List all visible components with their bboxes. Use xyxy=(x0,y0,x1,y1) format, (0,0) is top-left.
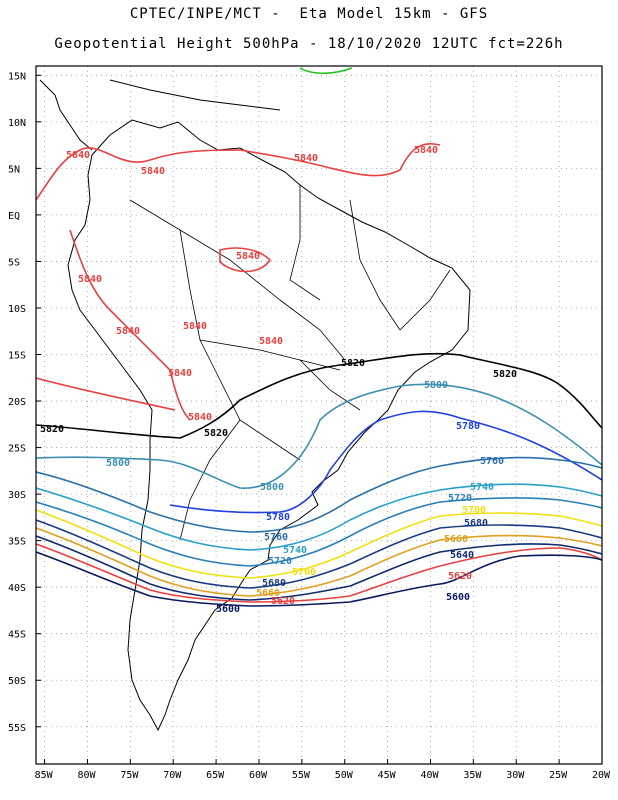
contour-label: 5620 xyxy=(271,596,295,607)
contour-line-5840 xyxy=(69,229,191,421)
contour-label: 5840 xyxy=(414,145,438,156)
contour-label: 5820 xyxy=(341,358,365,369)
contour-line-5820 xyxy=(36,352,602,439)
lat-lon-grid xyxy=(36,66,603,764)
lat-tick-label: 40S xyxy=(8,583,26,594)
contour-label: 5720 xyxy=(268,556,292,567)
contour-line-5840 xyxy=(36,143,441,201)
geopotential-contours xyxy=(36,67,602,607)
lat-tick-label: 5N xyxy=(8,164,20,175)
lon-tick-label: 50W xyxy=(335,770,354,781)
contour-label: 5840 xyxy=(188,412,212,423)
contour-label: 5840 xyxy=(116,326,140,337)
lat-tick-label: 30S xyxy=(8,490,26,501)
contour-labels: 5840 5840 5840 5840 5840 5840 5840 5840 5840 5840… xyxy=(40,145,517,615)
lon-tick-label: 25W xyxy=(549,770,568,781)
contour-label: 5680 xyxy=(262,578,286,589)
country-borders xyxy=(129,185,451,541)
contour-label: 5740 xyxy=(283,545,307,556)
contour-label: 5780 xyxy=(456,421,480,432)
contour-label: 5840 xyxy=(78,274,102,285)
contour-label: 5600 xyxy=(216,604,240,615)
contour-label: 5700 xyxy=(292,567,316,578)
lat-tick-label: 10S xyxy=(8,304,26,315)
contour-line-5800 xyxy=(36,383,602,489)
contour-label: 5700 xyxy=(462,505,486,516)
lat-tick-label: 55S xyxy=(8,723,26,734)
contour-label: 5800 xyxy=(260,482,284,493)
lat-tick-label: 25S xyxy=(8,444,26,455)
contour-label: 5820 xyxy=(493,369,517,380)
lat-tick-label: 20S xyxy=(8,397,26,408)
lon-tick-label: 55W xyxy=(292,770,311,781)
contour-line-5620 xyxy=(36,543,602,603)
lat-tick-label: 35S xyxy=(8,537,26,548)
contour-label: 5800 xyxy=(424,380,448,391)
contour-line-5600 xyxy=(36,551,602,607)
south-america-coastline xyxy=(67,119,471,732)
lon-tick-label: 80W xyxy=(77,770,96,781)
contour-line-5680 xyxy=(36,519,602,589)
contour-label: 5800 xyxy=(106,458,130,469)
contour-label: 5820 xyxy=(40,424,64,435)
contour-line-5720 xyxy=(36,497,602,567)
contour-label: 5660 xyxy=(256,588,280,599)
lon-tick-label: 75W xyxy=(120,770,139,781)
contour-line-5780 xyxy=(169,410,602,514)
contour-label: 5840 xyxy=(66,150,90,161)
contour-label: 5840 xyxy=(183,321,207,332)
contour-label: 5840 xyxy=(236,251,260,262)
green-contour-fragment xyxy=(299,67,353,75)
map-title-line2: Geopotential Height 500hPa - 18/10/2020 … xyxy=(54,36,564,52)
contour-label: 5840 xyxy=(168,368,192,379)
lon-tick-label: 40W xyxy=(420,770,439,781)
contour-line-5660 xyxy=(36,527,602,597)
map-border xyxy=(35,65,603,765)
contour-label: 5780 xyxy=(266,512,290,523)
lat-tick-label: 15N xyxy=(8,71,26,82)
contour-label: 5680 xyxy=(464,518,488,529)
contour-label: 5720 xyxy=(448,493,472,504)
lat-tick-label: 15S xyxy=(8,351,26,362)
contour-label: 5820 xyxy=(204,428,228,439)
contour-label: 5600 xyxy=(446,592,470,603)
lon-tick-label: 30W xyxy=(506,770,525,781)
contour-label: 5760 xyxy=(264,532,288,543)
lon-tick-label: 65W xyxy=(206,770,225,781)
caribbean-coast xyxy=(109,79,281,111)
lon-tick-label: 60W xyxy=(249,770,268,781)
central-america-coast xyxy=(39,79,93,151)
lon-tick-label: 45W xyxy=(378,770,397,781)
lat-tick-label: 50S xyxy=(8,676,26,687)
axis-ticks: 15N 10N 5N EQ 5S 10S 15S 20S 25S 30S 35S 40S 45S 50S 5… xyxy=(8,71,611,781)
contour-line-5640 xyxy=(36,535,602,601)
contour-line-5760 xyxy=(36,456,602,533)
lon-tick-label: 70W xyxy=(163,770,182,781)
lat-tick-label: 45S xyxy=(8,630,26,641)
coastline-layer xyxy=(39,79,471,732)
contour-line-5740 xyxy=(36,483,602,551)
contour-label: 5640 xyxy=(450,550,474,561)
lat-tick-label: 5S xyxy=(8,257,20,268)
lon-tick-label: 85W xyxy=(35,770,54,781)
contour-label: 5760 xyxy=(480,456,504,467)
contour-label: 5740 xyxy=(470,482,494,493)
map-title-line1: CPTEC/INPE/MCT - Eta Model 15km - GFS xyxy=(129,6,489,22)
contour-line-5840 xyxy=(219,247,272,273)
contour-label: 5660 xyxy=(444,534,468,545)
contour-label: 5840 xyxy=(259,336,283,347)
lat-tick-label: 10N xyxy=(8,118,26,129)
contour-label: 5840 xyxy=(294,153,318,164)
contour-label: 5840 xyxy=(141,166,165,177)
lat-tick-label: EQ xyxy=(8,211,20,222)
lon-tick-label: 35W xyxy=(463,770,482,781)
lon-tick-label: 20W xyxy=(592,770,611,781)
contour-label: 5620 xyxy=(448,571,472,582)
contour-line-5840 xyxy=(36,377,176,411)
contour-line-5700 xyxy=(36,509,602,579)
